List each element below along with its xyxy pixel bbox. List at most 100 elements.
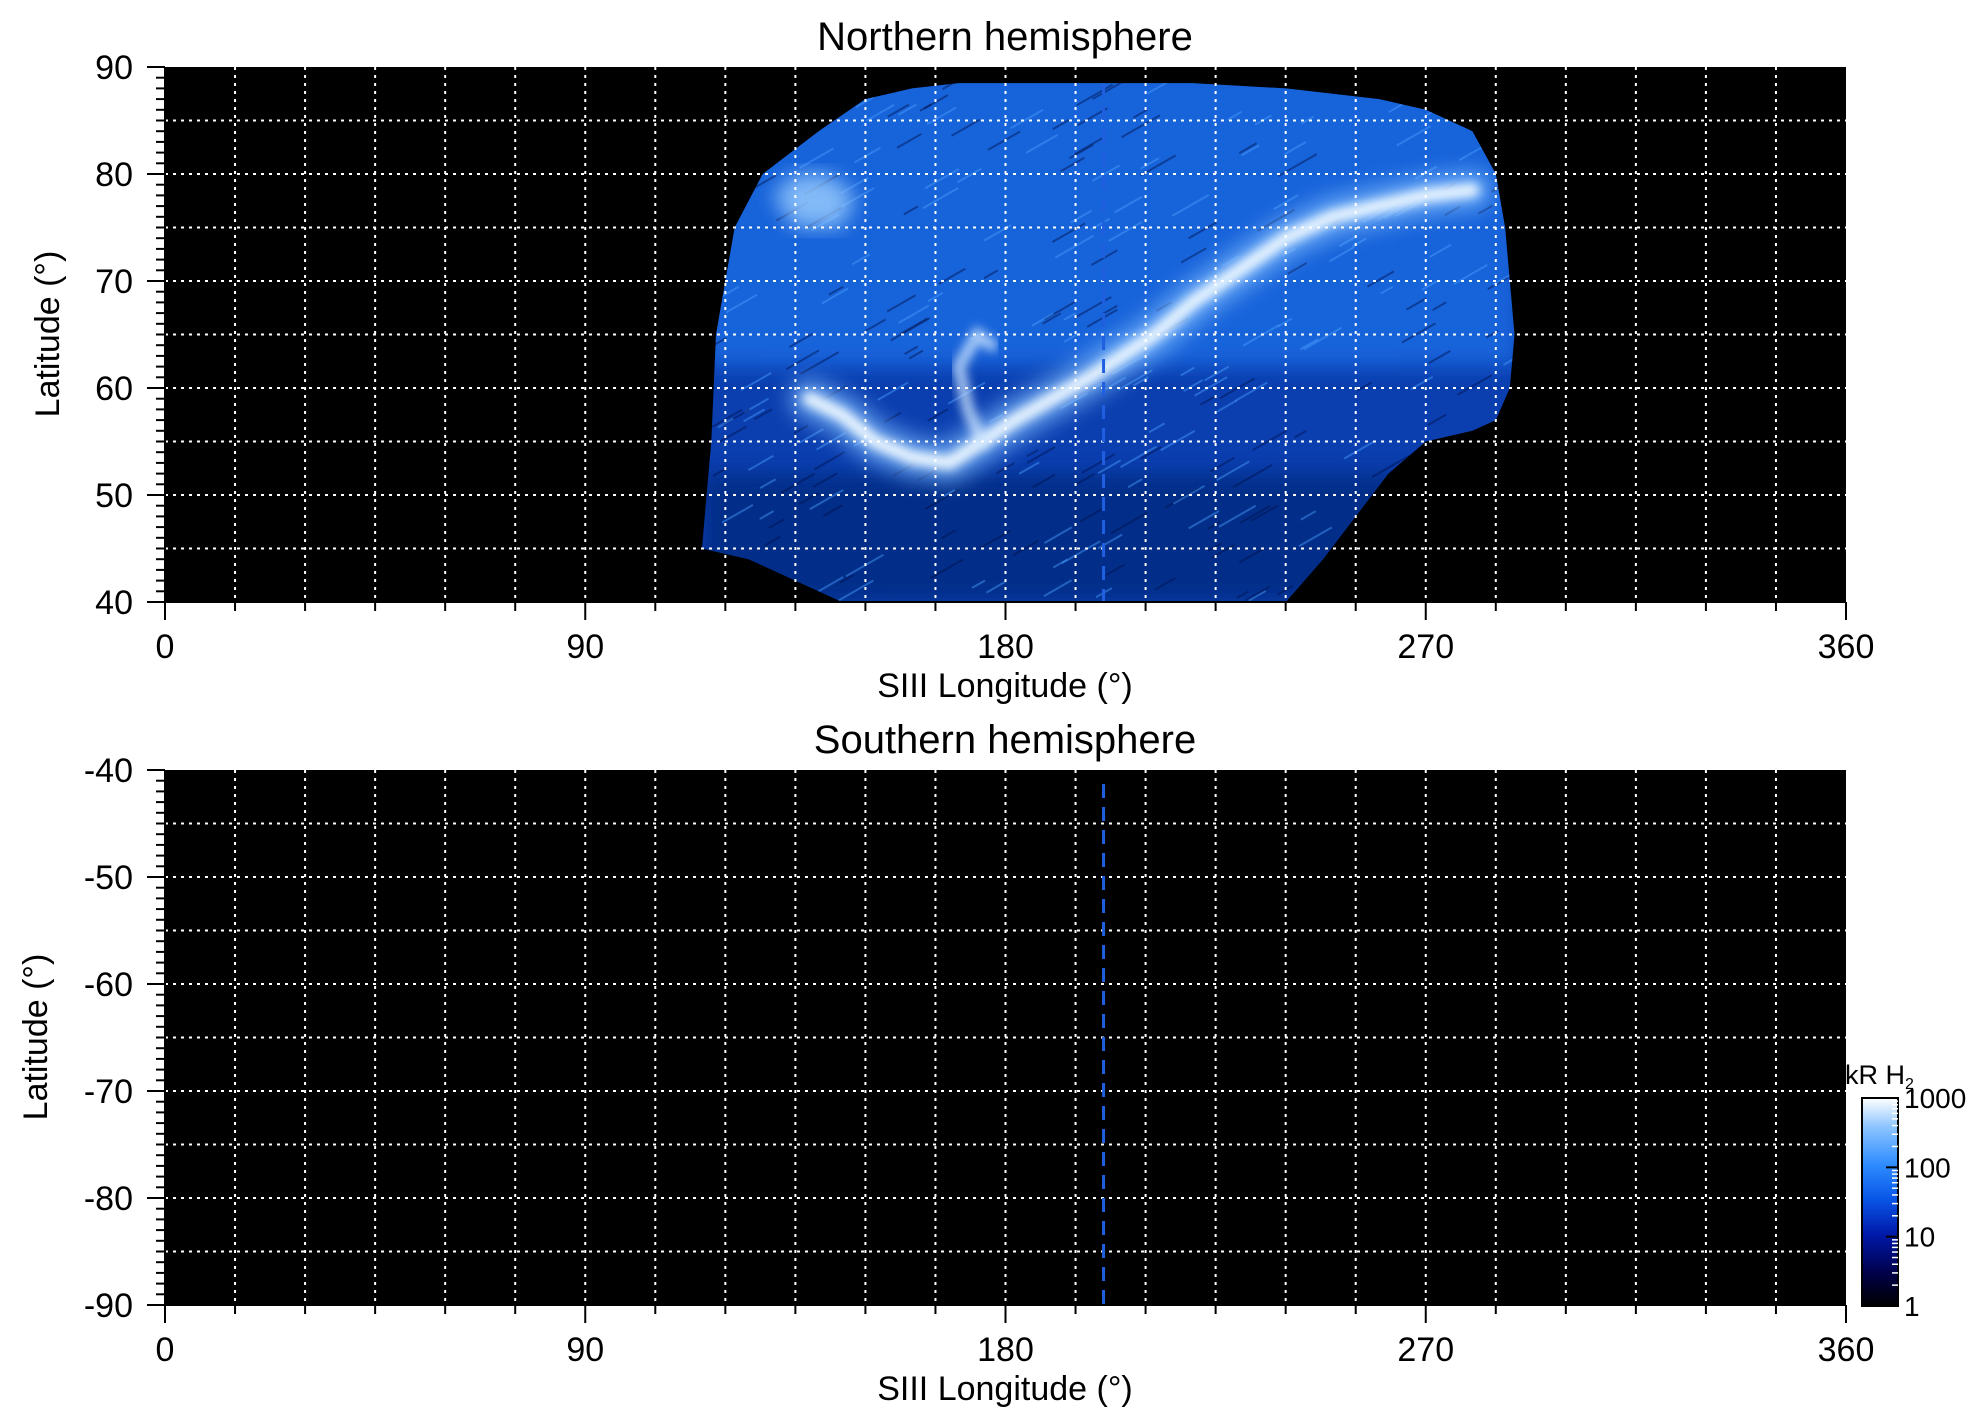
northern-hemisphere-panel: Northern hemisphere 40 50 60 70 80 90 0 90 180 27… xyxy=(29,15,1874,705)
texture-streak xyxy=(865,318,887,332)
x-tick-label: 90 xyxy=(566,628,604,666)
texture-streak xyxy=(1396,125,1432,147)
texture-streak xyxy=(1061,540,1101,565)
texture-streak xyxy=(1453,263,1488,285)
texture-streak xyxy=(1215,460,1250,482)
texture-streak xyxy=(1301,115,1315,125)
south-y-axis-label: Latitude (°) xyxy=(17,954,55,1121)
north-y-axis-label: Latitude (°) xyxy=(29,251,67,418)
texture-streak xyxy=(1026,448,1039,458)
texture-streak xyxy=(1063,312,1077,321)
y-tick-label: 80 xyxy=(95,156,133,194)
texture-streak xyxy=(1477,204,1493,215)
texture-streak xyxy=(927,291,944,303)
texture-streak xyxy=(987,130,1021,151)
texture-streak xyxy=(1216,399,1238,413)
texture-streak xyxy=(1232,464,1273,489)
texture-streak xyxy=(1146,83,1177,95)
texture-streak xyxy=(919,103,932,112)
texture-streak xyxy=(1118,369,1153,391)
texture-streak xyxy=(1238,142,1258,154)
texture-streak xyxy=(1060,156,1085,173)
north-axes: 40 50 60 70 80 90 0 90 180 270 360 xyxy=(95,49,1874,666)
texture-streak xyxy=(789,333,813,348)
texture-streak xyxy=(763,535,782,547)
texture-streak xyxy=(851,253,871,266)
texture-streak xyxy=(1277,317,1293,328)
polar-bright-patch xyxy=(772,174,857,228)
texture-streak xyxy=(821,287,849,305)
texture-streak xyxy=(1074,137,1103,155)
x-tick-label: 360 xyxy=(1818,1331,1875,1369)
texture-streak xyxy=(1188,221,1217,240)
texture-streak xyxy=(1401,322,1436,344)
southern-hemisphere-panel: Southern hemisphere -40 -50 -60 -70 -80 -90 0 9… xyxy=(17,718,1874,1408)
colorbar-tick-label: 1000 xyxy=(1904,1083,1966,1114)
texture-streak xyxy=(1127,478,1143,489)
colorbar-tick-label: 1 xyxy=(1904,1291,1920,1322)
texture-streak xyxy=(1239,504,1272,524)
texture-streak xyxy=(903,205,919,216)
texture-streak xyxy=(1245,585,1271,602)
texture-streak xyxy=(1284,141,1307,155)
texture-streak xyxy=(1429,243,1452,258)
texture-streak xyxy=(759,478,777,489)
texture-streak xyxy=(1204,365,1230,382)
texture-streak xyxy=(1032,473,1056,489)
texture-streak xyxy=(929,558,964,579)
texture-streak xyxy=(898,304,930,324)
texture-streak xyxy=(1140,154,1177,177)
texture-streak xyxy=(983,269,999,280)
texture-streak xyxy=(1025,133,1059,154)
texture-streak xyxy=(1428,349,1451,364)
texture-streak xyxy=(1236,590,1249,599)
texture-streak xyxy=(1133,376,1149,387)
texture-streak xyxy=(799,147,834,169)
y-tick-label: -70 xyxy=(84,1073,133,1111)
texture-streak xyxy=(1218,504,1257,528)
texture-streak xyxy=(924,168,960,190)
texture-streak xyxy=(753,408,773,421)
texture-streak xyxy=(743,397,770,414)
texture-streak xyxy=(1044,301,1076,321)
texture-streak xyxy=(1042,312,1062,325)
texture-streak xyxy=(922,187,959,210)
colorbar-tick-label: 100 xyxy=(1904,1152,1951,1183)
texture-streak xyxy=(877,381,909,401)
texture-streak xyxy=(809,489,844,510)
main-auroral-oval xyxy=(802,183,1480,470)
y-tick-label: 60 xyxy=(95,370,133,408)
texture-streak xyxy=(924,488,961,511)
y-tick-label: 50 xyxy=(95,477,133,515)
texture-streak xyxy=(1227,110,1242,121)
texture-streak xyxy=(1238,547,1265,564)
texture-streak xyxy=(1026,446,1056,464)
texture-streak xyxy=(1183,379,1204,392)
texture-streak xyxy=(1248,589,1267,602)
texture-streak xyxy=(927,408,949,422)
texture-streak xyxy=(1051,222,1086,243)
texture-streak xyxy=(1052,558,1068,569)
texture-streak xyxy=(926,106,957,126)
texture-streak xyxy=(725,293,758,314)
texture-streak xyxy=(1063,333,1079,343)
texture-streak xyxy=(1074,296,1112,319)
texture-streak xyxy=(1102,304,1118,315)
north-panel-title: Northern hemisphere xyxy=(817,15,1193,59)
texture-streak xyxy=(1210,456,1235,473)
texture-streak xyxy=(951,118,981,137)
texture-streak xyxy=(1018,461,1040,475)
texture-streak xyxy=(812,472,838,488)
texture-streak xyxy=(1357,381,1372,392)
texture-streak xyxy=(717,425,747,444)
texture-streak xyxy=(1380,285,1394,295)
texture-streak xyxy=(768,518,785,529)
texture-streak xyxy=(1277,585,1294,596)
texture-streak xyxy=(1110,511,1148,535)
texture-streak xyxy=(1031,312,1054,327)
texture-streak xyxy=(1076,472,1096,485)
texture-streak xyxy=(1300,510,1317,521)
texture-streak xyxy=(1154,577,1176,591)
x-tick-label: 180 xyxy=(977,628,1034,666)
